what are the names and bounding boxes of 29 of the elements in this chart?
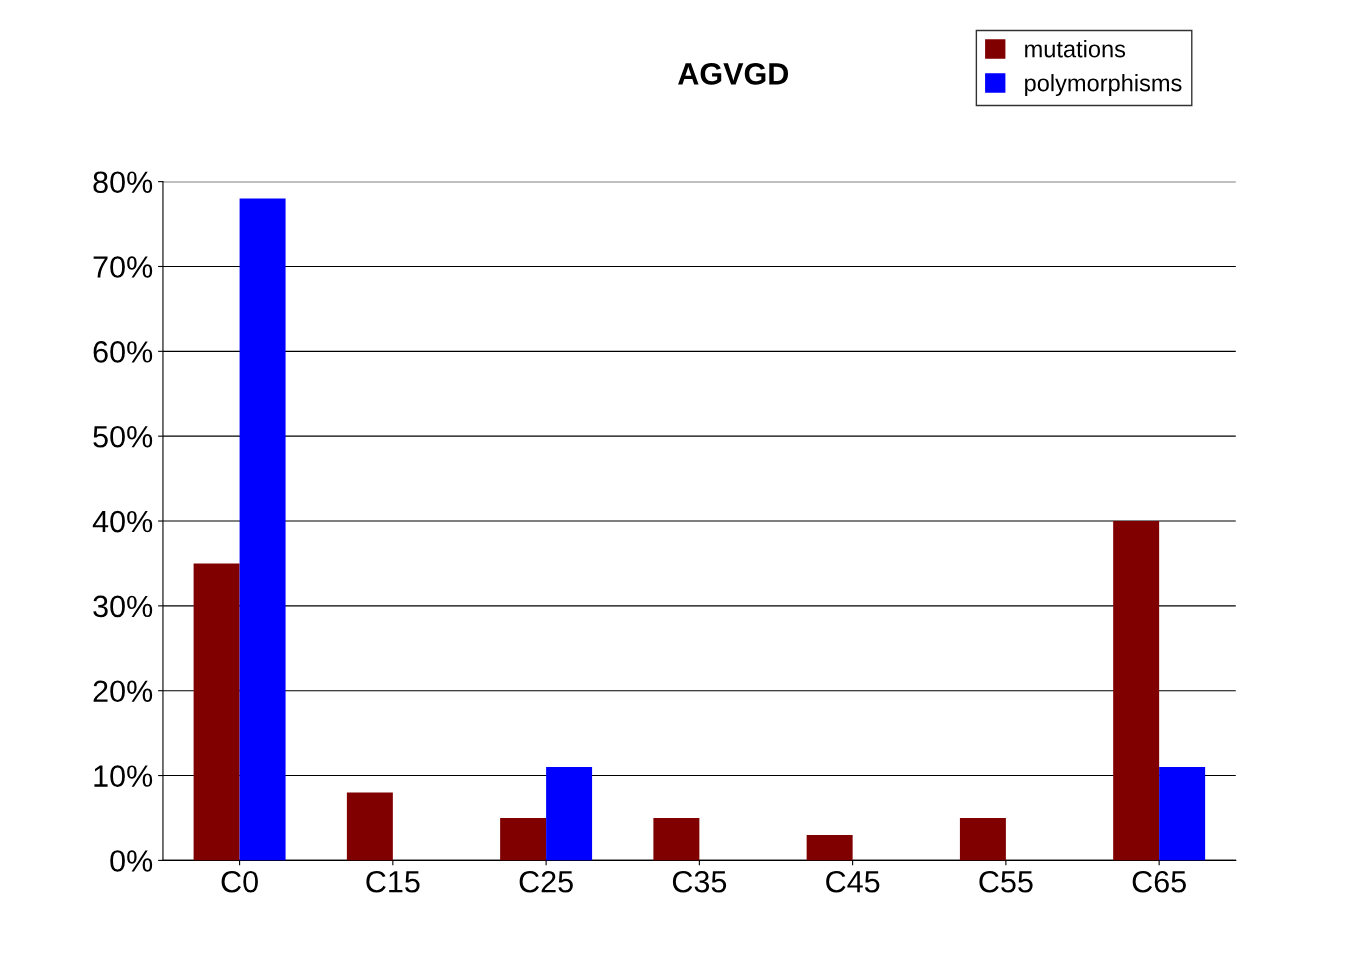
x-tick-label: C15 [366, 870, 420, 893]
y-tick-label: 0% [110, 850, 153, 872]
y-tick-label: 70% [93, 256, 153, 278]
y-tick-label: 50% [93, 425, 153, 448]
bar [346, 792, 393, 861]
x-tick-label: C45 [826, 870, 880, 893]
x-tick-label: C65 [1132, 870, 1186, 893]
x-tick-label: C0 [221, 870, 258, 893]
y-tick-label: 30% [93, 595, 153, 618]
bar [546, 767, 593, 861]
bar [959, 817, 1006, 861]
bar [1159, 767, 1206, 861]
bar [239, 198, 286, 861]
y-tick-label: 40% [92, 510, 153, 533]
y-tick-label: 20% [93, 680, 153, 703]
y-tick-label: 80% [93, 171, 153, 194]
bar [1113, 521, 1160, 861]
legend-label: polymorphisms [1025, 74, 1182, 97]
chart-title: AGVGD [678, 63, 789, 85]
x-tick-label: C35 [672, 870, 727, 893]
bar [193, 563, 240, 861]
bar [500, 817, 547, 861]
y-tick-label: 10% [94, 765, 153, 787]
x-tick-label: C25 [519, 870, 573, 893]
y-tick-label: 60% [93, 341, 153, 363]
bar [653, 817, 700, 861]
x-tick-label: C55 [979, 870, 1033, 893]
bar [806, 834, 853, 861]
legend-label: mutations [1025, 40, 1126, 58]
